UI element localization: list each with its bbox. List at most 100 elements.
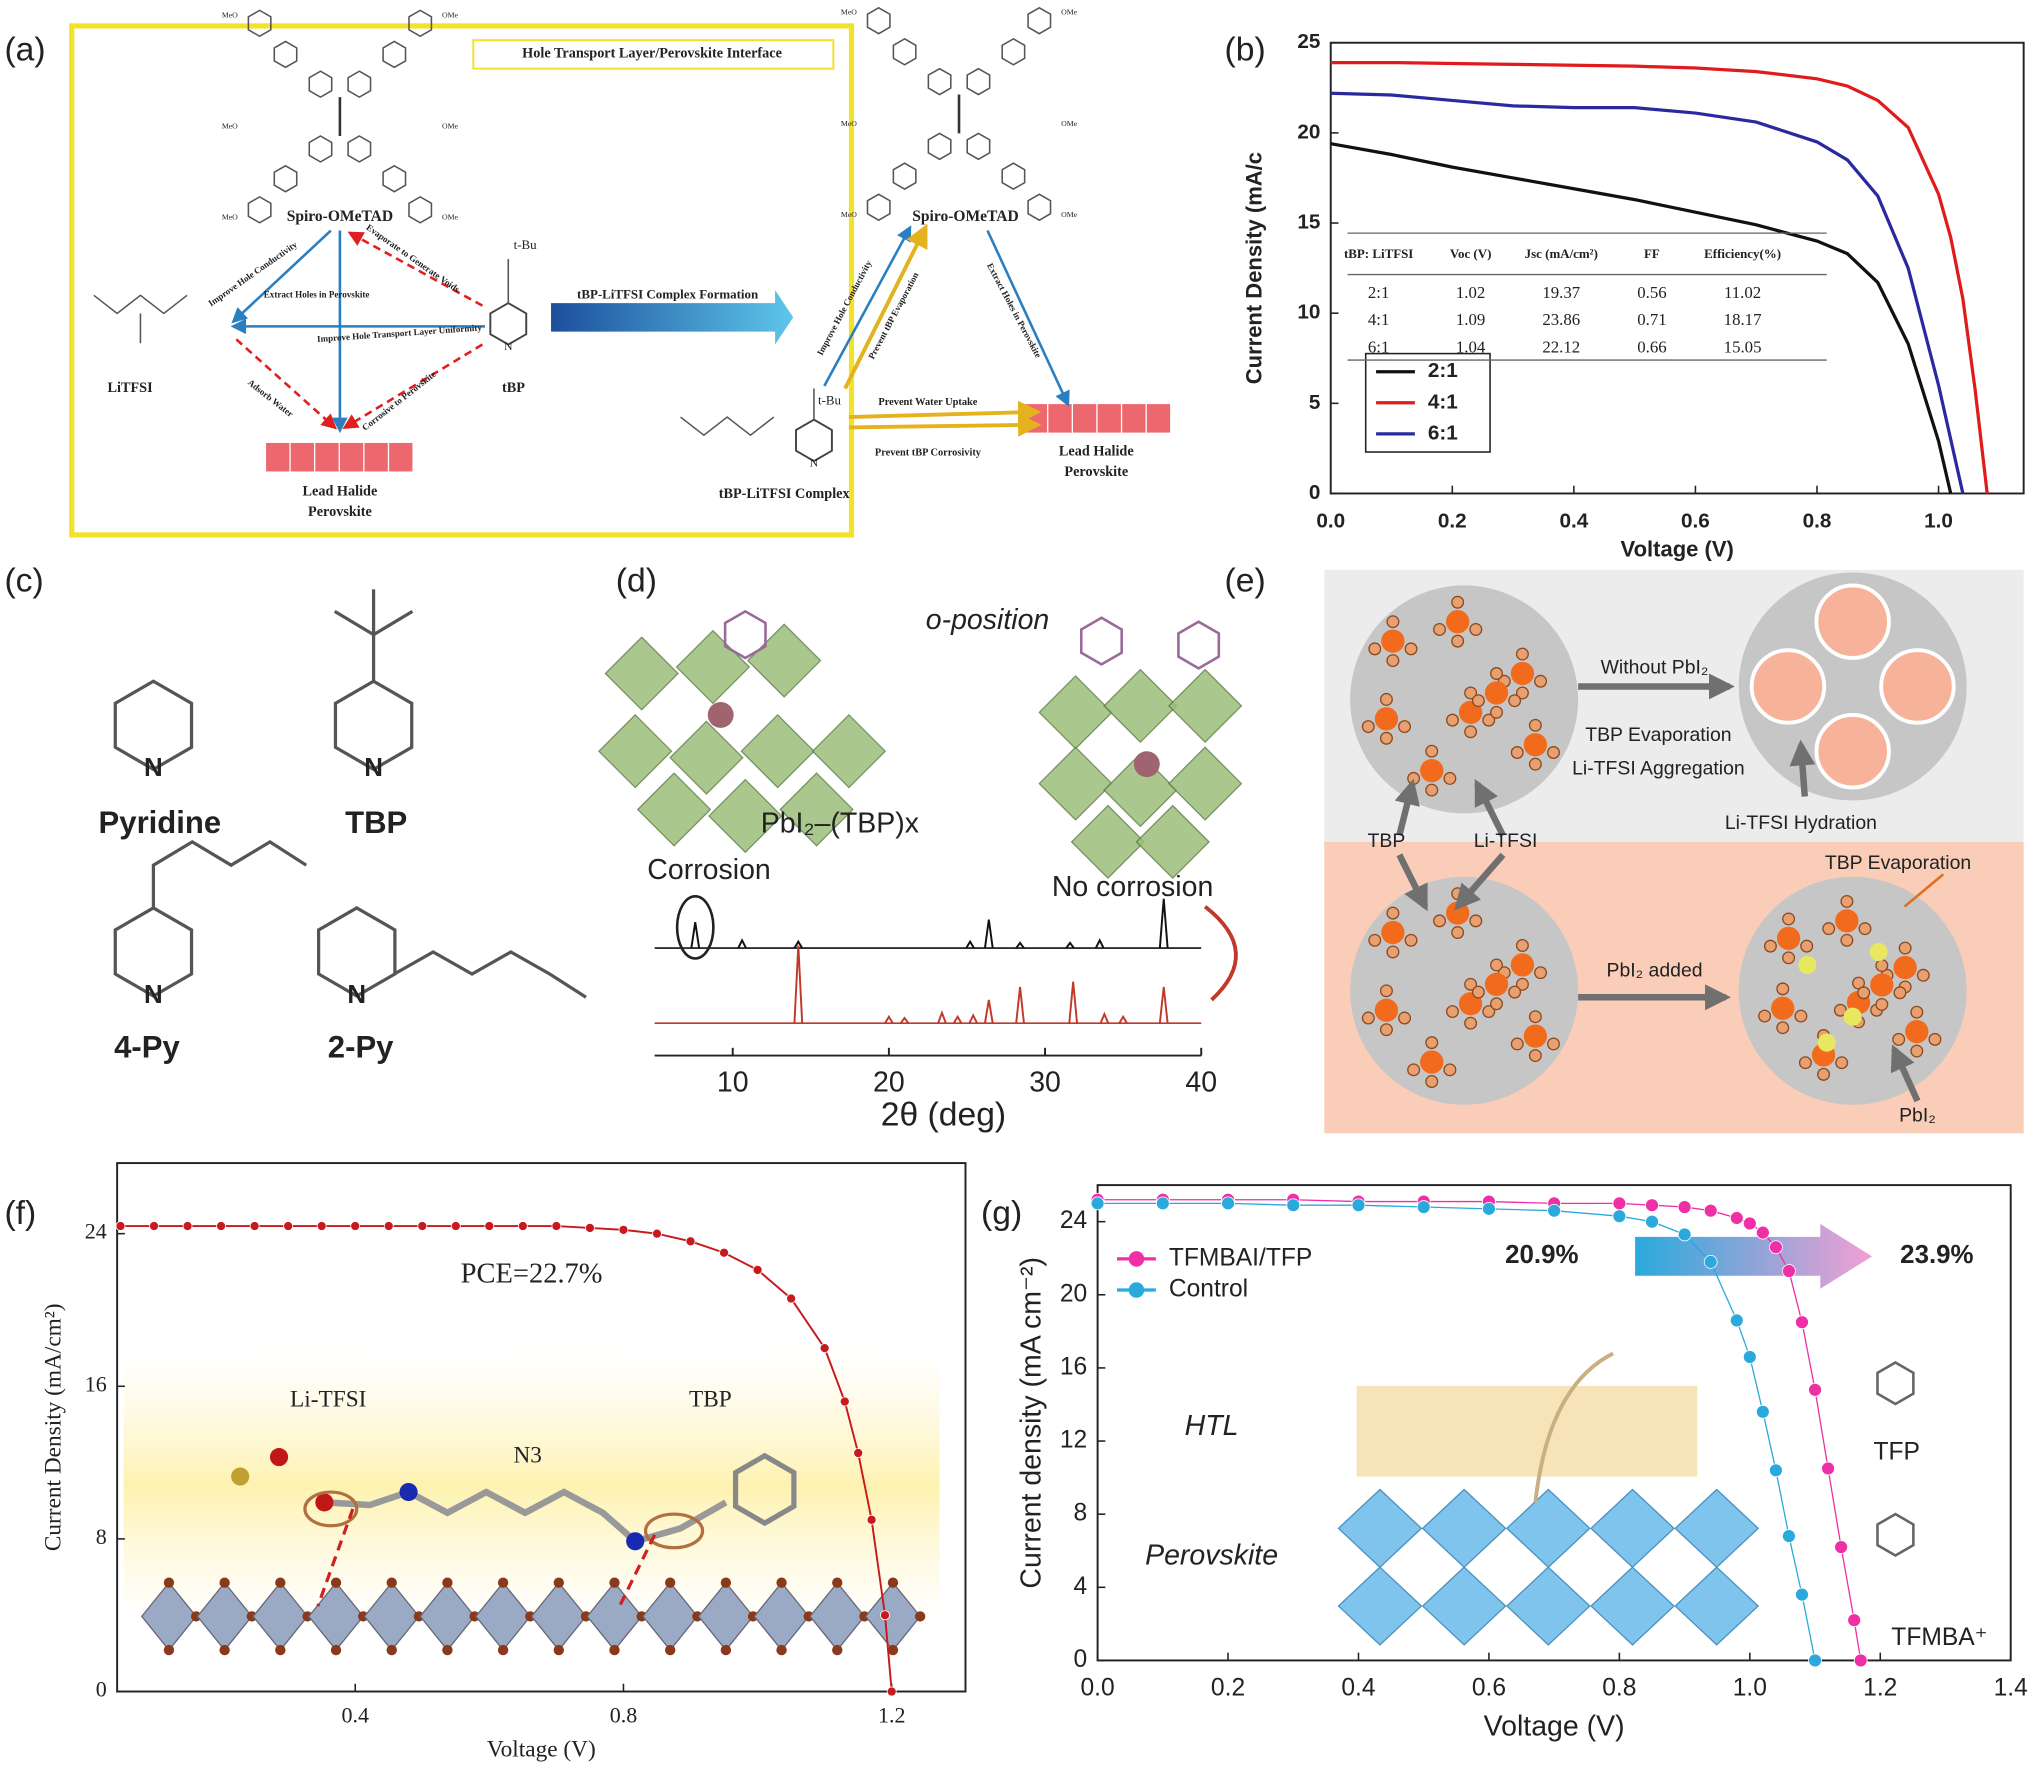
legend-label: 4:1 [1428,390,1458,413]
molecule-name: 4-Py [114,1029,180,1064]
tbp-bead [1433,914,1447,928]
tbp-bead [1515,647,1529,661]
diffraction-peak [952,1014,963,1024]
label: t-Bu [818,392,842,407]
label: MeO [841,8,857,17]
diffraction-peak [983,919,994,949]
octahedron [1505,1566,1591,1646]
tbp-bead [1482,713,1496,727]
data-point [886,1686,897,1697]
ring [795,418,833,463]
y-tick-label: 0 [1309,481,1321,504]
table-cell: 1.02 [1456,283,1485,302]
atom [275,1644,286,1656]
diffraction-peak [737,938,747,949]
table-cell: 22.12 [1542,337,1580,356]
spiro-ring [273,164,298,193]
perovskite-block [290,442,315,472]
legend-label: 6:1 [1428,421,1458,444]
data-point [1612,1209,1627,1224]
y-tick-label: 0 [1074,1646,1088,1673]
x-tick-label: 1.2 [878,1702,906,1727]
atom [399,1482,418,1502]
octahedron [1674,1566,1760,1646]
atom [914,1611,926,1622]
label: N3 [513,1442,541,1468]
diffraction-peak [793,945,804,1024]
tbp-bead [1386,615,1400,629]
tbp-bead [1794,1009,1808,1023]
tbp-bead [1425,1075,1439,1088]
label: tBP-LiTFSI Complex [719,486,851,502]
table-cell: 15.05 [1724,337,1762,356]
panel-label: (g) [981,1195,1022,1232]
data-point [216,1221,227,1231]
atom [665,1577,676,1588]
octahedron [675,629,751,705]
tbp-bead [1379,984,1393,998]
legend-label: Control [1169,1276,1248,1303]
atom [626,1532,645,1551]
data-point [1821,1461,1835,1476]
spiro-ring [347,70,372,99]
atom [163,1577,175,1588]
tbp-bead [1398,1011,1412,1025]
data-point [316,1221,327,1231]
interaction-highlight [303,1490,359,1528]
li-center [1523,1024,1548,1048]
x-axis-label: Voltage (V) [1484,1710,1625,1742]
x-tick-label: 0.6 [1472,1674,1506,1701]
data-point [383,1221,394,1231]
data-point [853,1448,864,1458]
atom [269,1448,289,1467]
atom [275,1577,286,1588]
tbp-bead [1534,966,1548,980]
diffraction-peak [1015,941,1025,949]
atom [832,1577,843,1588]
octahedron [1038,746,1113,821]
tbp-bead [1379,692,1393,706]
octahedron [1070,804,1146,880]
tbp-bead [1515,939,1529,952]
label: Li-TFSI Aggregation [1572,757,1745,779]
atom [386,1577,397,1588]
hydrated-cluster [1814,583,1891,660]
tbp-bead [1875,959,1889,973]
atom [497,1577,509,1588]
li-center [1835,909,1859,933]
data-point [1677,1200,1692,1214]
x-tick-label: 0.0 [1316,509,1345,532]
spiro-ring [866,193,891,222]
legend-label: 2:1 [1428,359,1458,382]
atom [442,1644,453,1656]
data-point [350,1221,361,1231]
tbp-bead [1386,945,1400,959]
table-header: tBP: LiTFSI [1344,246,1413,261]
spiro-ring [247,9,272,38]
table-header: Jsc (mA/cm²) [1525,246,1598,261]
diffusion-arrow [1533,1351,1614,1503]
atom [163,1644,175,1656]
cation [1133,751,1160,778]
x-tick-label: 1.4 [1994,1674,2028,1701]
pbi2 [1798,955,1817,974]
atom [553,1644,564,1656]
data-point [283,1221,294,1231]
label: MeO [222,212,238,221]
tbp-bead [1464,977,1478,991]
x-tick-label: 0.6 [1681,509,1710,532]
legend-marker [1128,1251,1145,1267]
li-center [1420,1050,1444,1074]
diffraction-peak [793,939,804,949]
tbp-bead [1482,1005,1496,1019]
tbp-bead [1858,922,1872,936]
tbp-bead [1407,771,1421,785]
tbp-bead [1368,642,1382,656]
diffraction-peak [1158,986,1169,1024]
tbp-bead [1361,1011,1375,1025]
tbp-bead [1361,720,1375,734]
tbp-bead [1776,982,1790,996]
tbp-bead [1464,1016,1478,1030]
data-point [115,1221,126,1231]
label: Spiro-OMeTAD [912,208,1018,225]
